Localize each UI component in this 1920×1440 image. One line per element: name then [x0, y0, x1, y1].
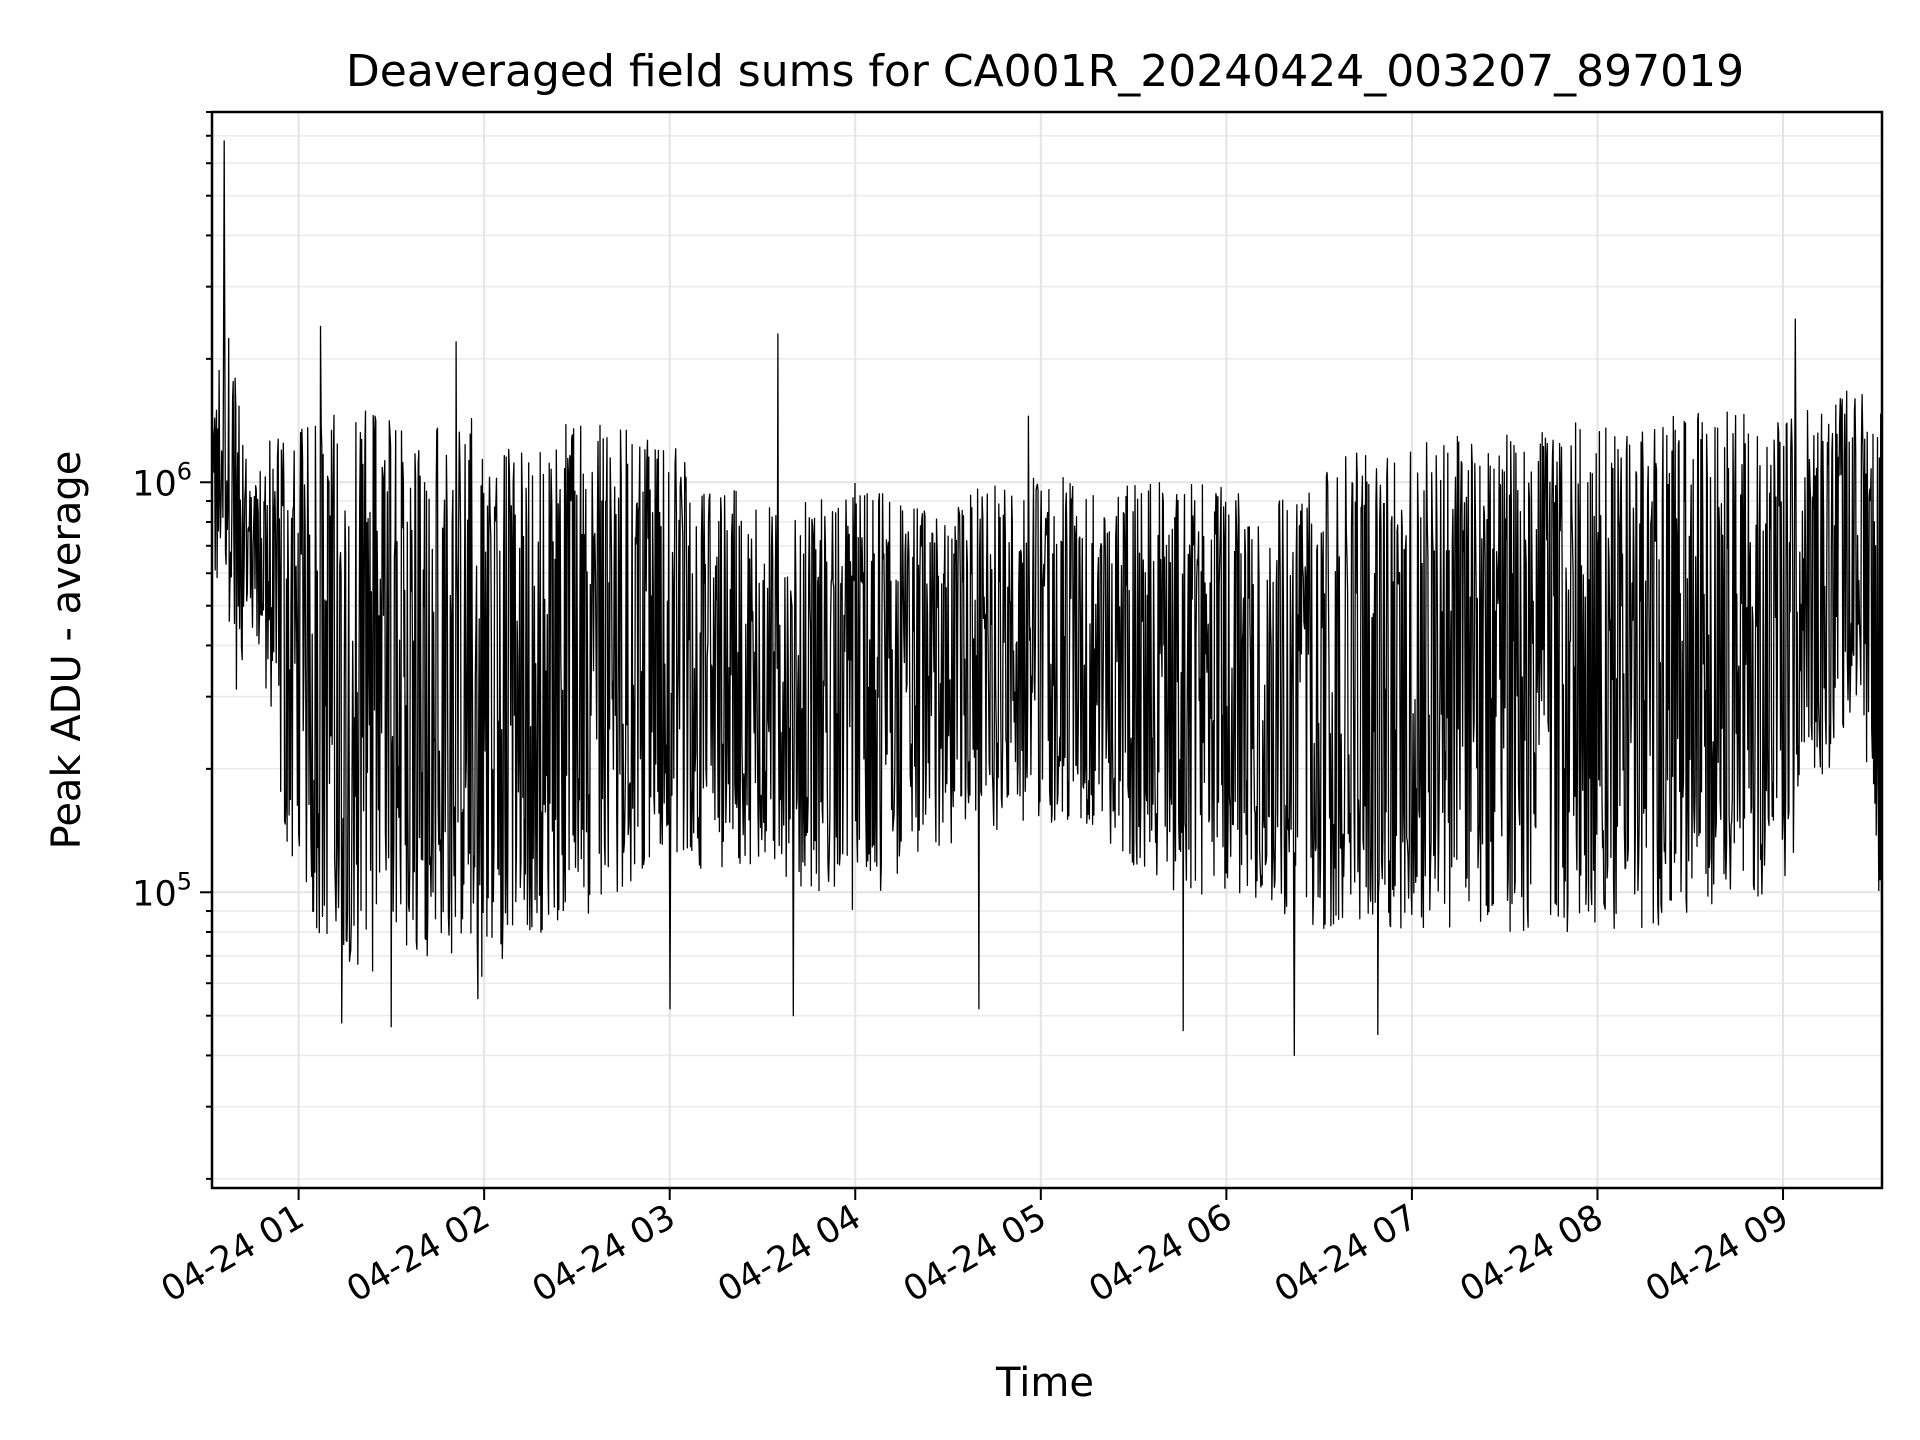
y-tick-label: 106	[132, 457, 192, 504]
y-tick-label: 105	[132, 867, 192, 914]
y-axis-label: Peak ADU - average	[44, 451, 90, 850]
chart-title: Deaveraged field sums for CA001R_2024042…	[346, 46, 1744, 97]
plot-frame	[210, 110, 1884, 1190]
x-axis-label: Time	[995, 1360, 1094, 1406]
data-series-line	[211, 140, 1883, 1147]
series-line	[211, 140, 1883, 1147]
